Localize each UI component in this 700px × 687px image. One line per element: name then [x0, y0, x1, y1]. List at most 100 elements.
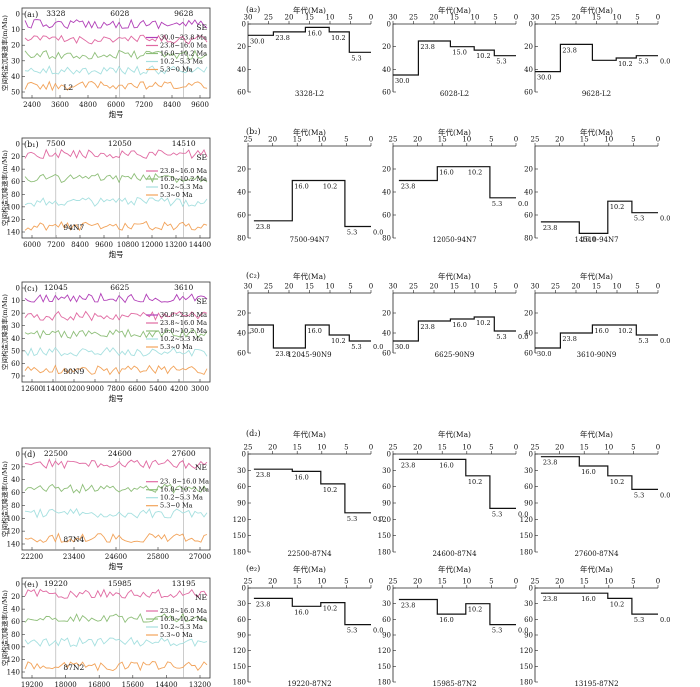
age-axis-title: 年代(Ma): [438, 127, 471, 137]
y-tick-label: 20: [11, 310, 20, 318]
segment-age-label: 16.0: [452, 321, 466, 329]
x-tick-label: 27000: [189, 553, 211, 561]
segment-age-label: 16.0: [594, 327, 608, 335]
series-line: [24, 148, 208, 159]
rate-tick-label: 20: [382, 166, 391, 174]
rate-tick-label: 120: [378, 647, 391, 655]
age-tick-label: 5: [348, 283, 352, 291]
well-profile-name: 24600-87N4: [432, 550, 477, 558]
age-tick-label: 25: [531, 136, 540, 144]
segment-age-label: 0.0: [660, 491, 670, 499]
y-tick-label: 140: [7, 229, 20, 237]
age-axis-title: 年代(Ma): [293, 271, 326, 281]
age-tick-label: 25: [244, 578, 253, 586]
y-tick-label: 30: [11, 57, 20, 65]
y-tick-label: 80: [11, 191, 20, 199]
direction-label: SE: [196, 23, 207, 32]
rate-tick-label: 0: [242, 451, 246, 459]
rate-tick-label: 60: [524, 616, 533, 624]
x-tick-label: 10200: [63, 385, 85, 393]
age-tick-label: 5: [631, 578, 635, 586]
step-chart: 年代(Ma) 30 25 20 15 10 5 0 20 40 60 30.0 23.8 16.0 10.2…: [382, 271, 528, 359]
well-profile-name: 3328-L2: [295, 90, 324, 98]
well-profile-name: 15985-87N2: [432, 680, 476, 687]
well-label: 3328: [46, 9, 65, 18]
series-line: [24, 346, 208, 357]
y-tick-label: 0: [16, 285, 20, 293]
age-tick-label: 15: [580, 444, 589, 452]
segment-age-label: 5.3: [492, 510, 502, 518]
age-tick-label: 15: [438, 444, 447, 452]
direction-label: NE: [195, 463, 207, 472]
legend-label: 30.0~23.8 Ma: [160, 311, 207, 319]
segment-age-label: 16.0: [439, 169, 453, 177]
x-axis-label: 炮号: [109, 561, 124, 571]
well-label: 24600: [108, 449, 132, 458]
age-axis-title: 年代(Ma): [438, 429, 471, 439]
legend-label: 5.3~0 Ma: [160, 191, 193, 199]
legend-label: 16.0~10.2 Ma: [160, 327, 207, 335]
segment-age-label: 10.2: [476, 319, 490, 327]
x-tick-label: 13200: [189, 681, 211, 687]
well-label: 14510: [172, 139, 196, 148]
series-line: [24, 196, 208, 208]
age-tick-label: 25: [389, 136, 398, 144]
y-tick-label: 60: [11, 618, 20, 626]
well-profile-name: 13195-87N2: [574, 680, 618, 687]
row-label: (d₂): [246, 429, 261, 438]
legend-label: 10.2~5.3 Ma: [160, 623, 203, 631]
segment-age-label: 30.0: [250, 327, 264, 335]
line-name-label: L2: [63, 83, 73, 92]
well-label: 12045: [44, 283, 68, 292]
x-tick-label: 11400: [42, 385, 64, 393]
y-tick-label: 60: [11, 178, 20, 186]
step-chart: (c₂) 年代(Ma) 30 25 20 15 10 5 0 20 40 60 30.0 23.8 16.0…: [237, 271, 383, 359]
well-profile-name: 9628-L2: [582, 90, 611, 98]
y-axis-label: 空间构造沉降速率(m/Ma): [0, 461, 9, 537]
age-tick-label: 20: [572, 14, 581, 22]
segment-age-label: 5.3: [496, 333, 506, 341]
x-tick-label: 3000: [191, 385, 209, 393]
step-line: [398, 166, 516, 199]
rate-tick-label: 20: [237, 43, 246, 51]
segment-age-label: 10.2: [476, 52, 490, 60]
age-tick-label: 15: [293, 578, 302, 586]
series-line: [24, 612, 208, 624]
series-line: [24, 588, 208, 599]
x-tick-label: 12600: [21, 385, 43, 393]
age-axis-title: 年代(Ma): [293, 5, 326, 15]
age-tick-label: 10: [326, 14, 335, 22]
rate-tick-label: 180: [378, 679, 391, 687]
segment-age-label: 0.0: [660, 337, 670, 345]
segment-age-label: 10.2: [323, 183, 337, 191]
y-tick-label: 50: [11, 89, 20, 97]
step-line: [398, 458, 516, 509]
profile-panel: (b₁) 空间构造沉降速率(m/Ma) 0 20 40 60 80 100 120 1406000…: [0, 137, 211, 259]
rate-tick-label: 40: [524, 330, 533, 338]
segment-age-label: 23.8: [562, 335, 576, 343]
y-tick-label: 100: [7, 643, 20, 651]
age-tick-label: 15: [580, 136, 589, 144]
rate-tick-label: 40: [382, 189, 391, 197]
segment-age-label: 23.8: [275, 34, 289, 42]
rate-tick-label: 60: [382, 89, 391, 97]
age-tick-label: 10: [317, 444, 326, 452]
x-tick-label: 7200: [47, 241, 65, 249]
rate-tick-label: 30: [382, 467, 391, 475]
legend-label: 23.8~16.0 Ma: [160, 319, 207, 327]
age-tick-label: 20: [268, 136, 277, 144]
rate-tick-label: 20: [524, 310, 533, 318]
rate-tick-label: 60: [382, 616, 391, 624]
age-tick-label: 30: [244, 283, 253, 291]
x-tick-label: 15600: [122, 681, 144, 687]
well-profile-name: 7500-94N7: [290, 236, 330, 244]
rate-tick-label: 0: [529, 451, 533, 459]
y-tick-label: 100: [7, 515, 20, 523]
series-line: [24, 49, 208, 60]
x-axis-label: 炮号: [109, 393, 124, 403]
rate-tick-label: 80: [382, 235, 391, 243]
row-label: (b₂): [246, 127, 261, 136]
x-axis-label: 炮号: [109, 109, 124, 119]
x-tick-label: 8400: [163, 101, 181, 109]
x-tick-label: 24600: [105, 553, 127, 561]
